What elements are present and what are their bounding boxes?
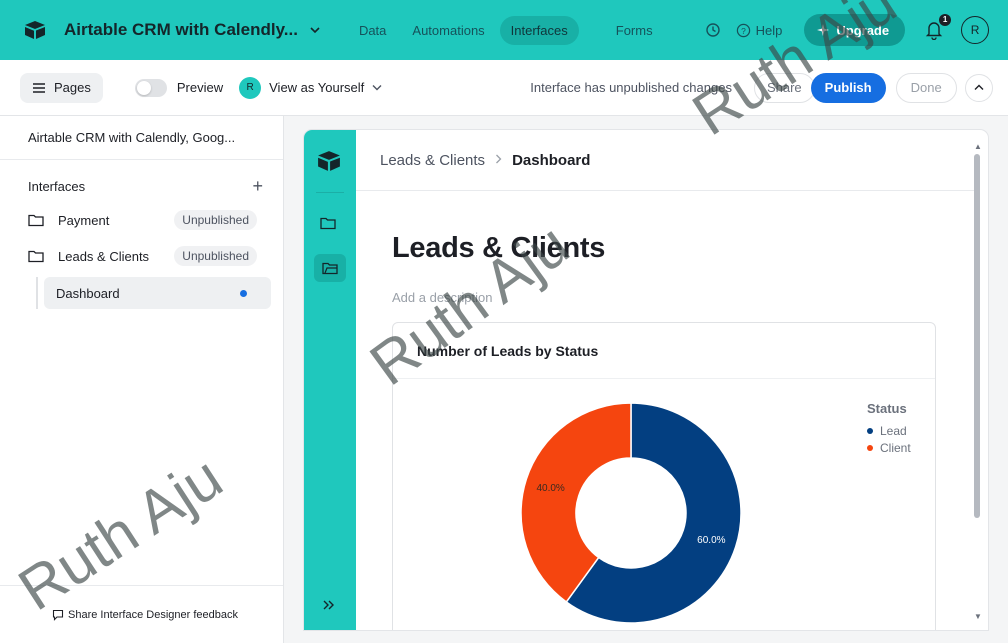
page-title[interactable]: Leads & Clients: [392, 232, 606, 264]
feedback-label: Share Interface Designer feedback: [68, 608, 238, 621]
help-icon: ?: [736, 23, 750, 37]
feedback-icon: [52, 609, 64, 621]
donut-chart: 60.0% 40.0%: [520, 402, 742, 624]
sidebar-item-payment[interactable]: Payment Unpublished: [0, 207, 283, 233]
top-bar: Airtable CRM with Calendly... Data Autom…: [0, 0, 1008, 60]
breadcrumb-current: Dashboard: [512, 151, 591, 169]
folder-open-icon: [28, 249, 46, 263]
legend-item-lead: Lead: [867, 424, 911, 438]
breadcrumb-parent[interactable]: Leads & Clients: [380, 151, 486, 169]
chart-title: Number of Leads by Status: [417, 343, 599, 359]
chevron-down-icon[interactable]: [310, 23, 320, 37]
donut-slice-client[interactable]: [520, 402, 632, 604]
view-as-label: View as Yourself: [269, 80, 365, 95]
notifications-button[interactable]: 1: [925, 14, 952, 41]
rail-divider: [316, 192, 344, 193]
tab-interfaces[interactable]: Interfaces: [499, 15, 579, 45]
tab-forms[interactable]: Forms: [615, 22, 653, 38]
chart-legend: Status Lead Client: [867, 401, 911, 458]
sidebar-base-name[interactable]: Airtable CRM with Calendly, Goog...: [0, 116, 283, 160]
scroll-thumb[interactable]: [974, 154, 980, 518]
airtable-logo-icon[interactable]: [24, 18, 48, 42]
airtable-logo-icon: [317, 150, 341, 177]
sidebar-item-leads-clients[interactable]: Leads & Clients Unpublished: [0, 243, 283, 269]
sparkle-icon: [817, 24, 830, 36]
tree-line: [36, 277, 38, 309]
svg-text:?: ?: [741, 25, 746, 35]
preview-label: Preview: [176, 80, 224, 95]
expand-rail-icon[interactable]: [322, 598, 336, 614]
donut-data-label: 40.0%: [536, 483, 564, 494]
tab-data[interactable]: Data: [358, 22, 387, 38]
interfaces-section-label: Interfaces: [28, 179, 86, 194]
upgrade-button[interactable]: Upgrade: [804, 14, 906, 46]
add-interface-plus-icon[interactable]: +: [252, 176, 263, 196]
chevron-up-icon: [974, 84, 984, 90]
description-field[interactable]: Add a description: [392, 290, 493, 305]
sidebar-page-group: Dashboard: [0, 277, 283, 309]
legend-label: Lead: [880, 424, 907, 438]
notification-count-badge: 1: [939, 14, 952, 26]
menu-icon: [33, 82, 45, 93]
sidebar-item-label: Payment: [58, 212, 110, 228]
legend-swatch: [867, 428, 873, 434]
view-as-dropdown[interactable]: R View as Yourself: [239, 76, 382, 99]
folder-icon[interactable]: [320, 216, 336, 235]
breadcrumb: Leads & Clients Dashboard: [356, 130, 976, 191]
interface-canvas: Leads & Clients Dashboard Leads & Client…: [304, 130, 988, 630]
view-as-avatar: R: [239, 76, 262, 99]
canvas-scrollbar[interactable]: ▲ ▼: [972, 142, 982, 628]
folder-icon: [28, 213, 46, 227]
pages-button[interactable]: Pages: [20, 72, 103, 103]
help-label: Help: [755, 22, 783, 38]
done-button[interactable]: Done: [895, 72, 957, 103]
unpublished-changes-message: Interface has unpublished changes: [530, 80, 732, 95]
publish-button[interactable]: Publish: [810, 72, 886, 103]
sidebar-page-label: Dashboard: [56, 285, 120, 301]
legend-title: Status: [867, 401, 907, 416]
feedback-link[interactable]: Share Interface Designer feedback: [0, 585, 283, 643]
interfaces-section-header: Interfaces +: [0, 176, 283, 197]
preview-toggle[interactable]: [134, 78, 167, 97]
bell-icon: [925, 22, 943, 41]
scroll-down-arrow-icon[interactable]: ▼: [974, 612, 982, 621]
chart-card[interactable]: Number of Leads by Status 60.0% 40.0% Sta…: [392, 322, 936, 630]
unpublished-dot-icon: [240, 289, 247, 297]
unpublished-badge: Unpublished: [174, 246, 257, 266]
top-nav: Data Automations Interfaces Forms: [348, 15, 664, 45]
collapse-toolbar-button[interactable]: [964, 73, 993, 102]
legend-swatch: [867, 445, 873, 451]
scroll-up-arrow-icon[interactable]: ▲: [974, 142, 982, 151]
pages-label: Pages: [54, 80, 91, 95]
donut-slice-lead[interactable]: [565, 402, 742, 624]
interface-toolbar: Pages Preview R View as Yourself Interfa…: [0, 60, 1008, 116]
chevron-down-icon: [372, 85, 382, 91]
sidebar-page-dashboard[interactable]: Dashboard: [44, 277, 271, 309]
share-button[interactable]: Share: [753, 72, 815, 103]
donut-data-label: 60.0%: [697, 535, 725, 546]
unpublished-badge: Unpublished: [174, 210, 257, 230]
history-icon[interactable]: [704, 21, 722, 39]
legend-label: Client: [880, 441, 911, 455]
legend-item-client: Client: [867, 441, 911, 455]
pages-sidebar: Airtable CRM with Calendly, Goog... Inte…: [0, 116, 284, 643]
folder-open-icon[interactable]: [314, 254, 346, 282]
chart-divider: [393, 378, 935, 379]
user-avatar[interactable]: R: [961, 16, 990, 44]
upgrade-label: Upgrade: [836, 22, 890, 38]
base-title[interactable]: Airtable CRM with Calendly...: [64, 20, 298, 39]
help-button[interactable]: ? Help: [736, 22, 783, 38]
sidebar-item-label: Leads & Clients: [58, 248, 150, 264]
chevron-right-icon: [495, 153, 502, 167]
interface-nav-rail: [304, 130, 356, 630]
tab-automations[interactable]: Automations: [412, 22, 485, 38]
